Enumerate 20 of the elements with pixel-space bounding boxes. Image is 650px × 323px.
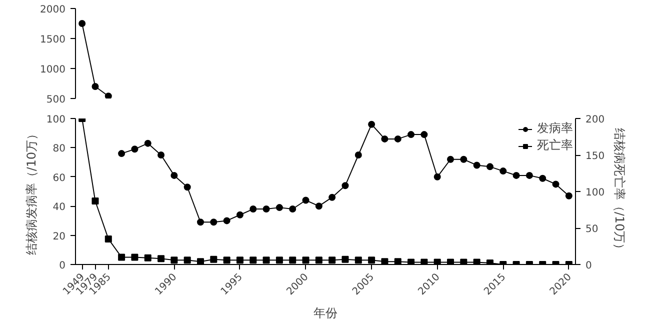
y-axis-title: 结核病发病率（/10万） (24, 128, 38, 256)
legend-label: 死亡率 (537, 137, 573, 154)
y2-axis-title: 结核病死亡率（/10万） (612, 128, 627, 256)
y-tick-label: 60 (52, 172, 66, 184)
y-tick-label: 80 (52, 144, 66, 155)
y2-tick-label: 0 (586, 260, 592, 272)
y2-tick-label: 100 (586, 188, 605, 198)
y-tick-label: 100 (46, 114, 66, 126)
y-tick-label: 500 (46, 94, 66, 106)
y2-tick-label: 200 (586, 114, 605, 126)
y-tick-label: 1000 (40, 64, 66, 76)
y-tick-label: 40 (52, 202, 66, 214)
y-tick-label: 1500 (40, 34, 66, 46)
y2-tick-label: 150 (586, 151, 605, 162)
legend-label: 发病率 (537, 120, 573, 137)
y-tick-label: 2000 (40, 4, 66, 16)
y-tick-label: 0 (59, 260, 66, 272)
y-tick-label: 20 (52, 231, 66, 242)
x-axis-title: 年份 (314, 306, 338, 320)
y2-tick-label: 50 (586, 224, 598, 235)
